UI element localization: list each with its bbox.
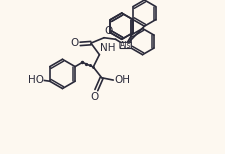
Text: NH: NH xyxy=(100,43,116,53)
Text: O: O xyxy=(105,26,113,36)
FancyBboxPatch shape xyxy=(120,42,131,49)
Text: Als: Als xyxy=(120,41,131,50)
Text: HO: HO xyxy=(28,75,44,85)
Text: O: O xyxy=(91,92,99,102)
Text: OH: OH xyxy=(114,75,130,85)
Text: O: O xyxy=(70,38,79,48)
